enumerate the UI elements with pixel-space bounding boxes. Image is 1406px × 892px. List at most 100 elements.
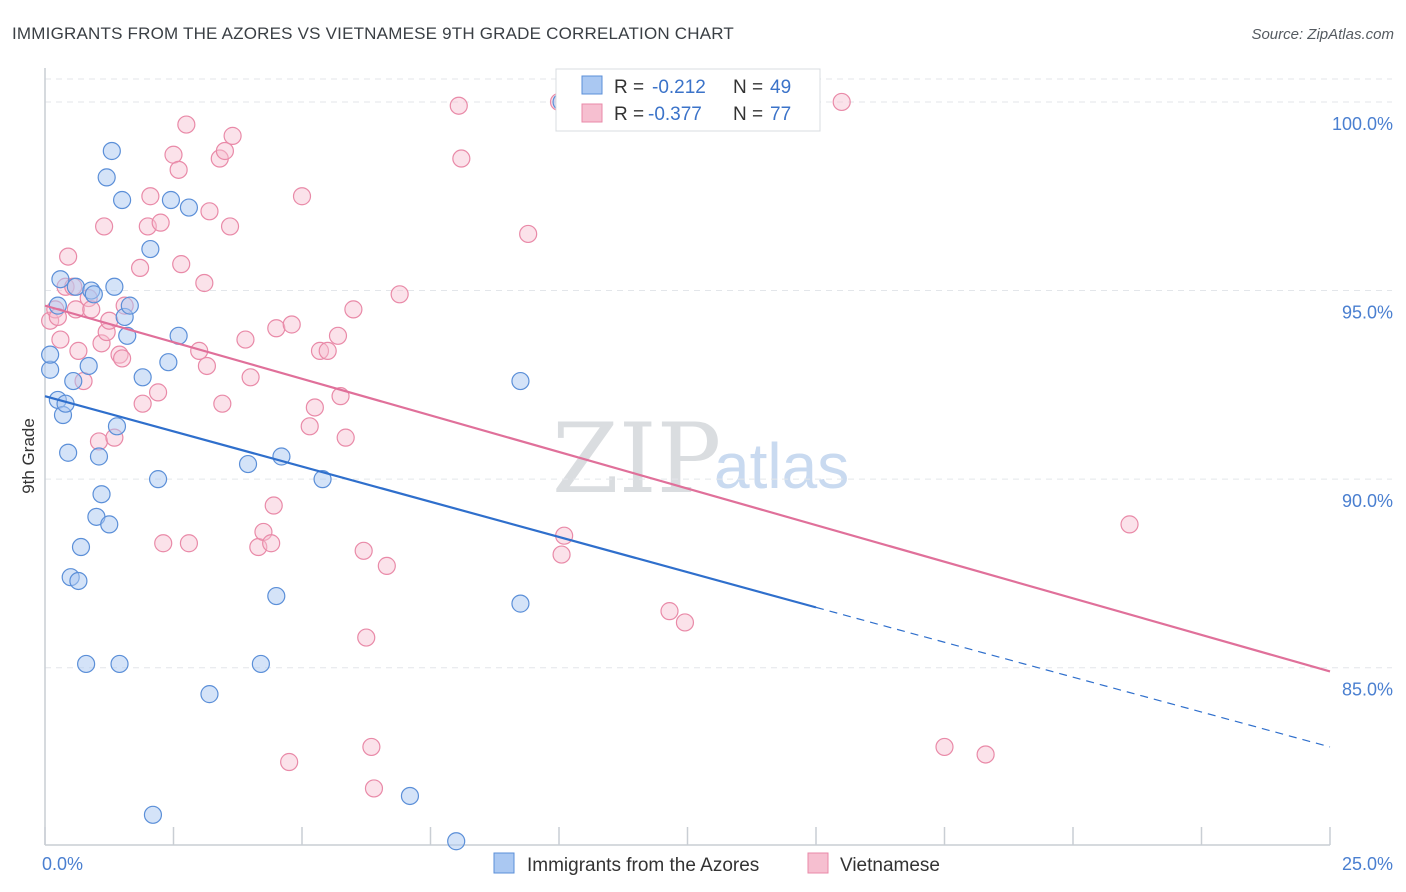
data-point-azores	[133, 368, 152, 387]
legend-swatch-azores	[581, 75, 603, 95]
y-tick-label: 95.0%	[1342, 303, 1393, 323]
data-point-vietnamese	[832, 92, 851, 112]
bottom-legend-label-azores: Immigrants from the Azores	[527, 855, 759, 876]
data-point-vietnamese	[519, 224, 538, 244]
data-point-azores	[77, 654, 96, 674]
y-axis-label: 9th Grade	[19, 418, 38, 494]
legend-swatch-vietnamese	[581, 103, 603, 123]
zipatlas-watermark: ZIP atlas	[552, 403, 849, 515]
data-point-vietnamese	[213, 394, 232, 413]
data-point-azores	[89, 447, 109, 466]
data-point-vietnamese	[390, 285, 409, 304]
source-label: Source: ZipAtlas.com	[1251, 26, 1394, 43]
data-point-azores	[102, 141, 121, 161]
data-point-vietnamese	[151, 213, 170, 232]
data-point-vietnamese	[195, 273, 214, 293]
legend-bottom: Immigrants from the Azores Vietnamese	[493, 852, 940, 876]
data-point-vietnamese	[112, 349, 132, 368]
data-point-vietnamese	[148, 383, 168, 402]
trendline-azores	[44, 395, 817, 609]
data-point-vietnamese	[59, 247, 78, 266]
y-tick-label: 100.0%	[1332, 114, 1393, 134]
data-point-azores	[41, 360, 60, 379]
data-point-azores	[64, 371, 83, 391]
data-point-azores	[71, 537, 91, 557]
data-point-vietnamese	[935, 737, 954, 757]
data-point-vietnamese	[292, 187, 312, 206]
data-point-vietnamese	[179, 534, 199, 553]
data-point-azores	[79, 356, 98, 376]
series-azores-points	[41, 92, 571, 851]
chart-title: IMMIGRANTS FROM THE AZORES VS VIETNAMESE…	[12, 24, 734, 43]
data-point-vietnamese	[675, 613, 695, 632]
data-point-vietnamese	[377, 556, 396, 575]
data-point-azores	[107, 417, 127, 436]
data-point-vietnamese	[552, 545, 571, 564]
data-point-vietnamese	[69, 341, 88, 360]
data-point-azores	[97, 168, 116, 187]
data-point-vietnamese	[362, 737, 381, 757]
data-point-vietnamese	[267, 319, 286, 338]
data-point-azores	[112, 190, 132, 210]
bottom-legend-label-vietnamese: Vietnamese	[840, 855, 940, 876]
data-point-azores	[159, 353, 178, 372]
data-point-vietnamese	[310, 341, 330, 360]
data-point-azores	[148, 470, 168, 489]
data-point-azores	[179, 198, 199, 217]
trendlines	[44, 304, 1331, 748]
data-point-vietnamese	[660, 602, 679, 621]
data-point-vietnamese	[169, 160, 188, 179]
bottom-legend-swatch-azores	[493, 852, 515, 874]
data-point-vietnamese	[1120, 515, 1139, 534]
data-point-azores	[238, 454, 258, 474]
data-point-vietnamese	[130, 258, 150, 278]
data-point-vietnamese	[318, 341, 337, 360]
y-tick-label: 85.0%	[1342, 680, 1393, 700]
data-point-vietnamese	[241, 368, 260, 387]
data-point-azores	[400, 786, 420, 806]
data-point-vietnamese	[262, 534, 281, 553]
legend-n-label-azores: N =	[733, 77, 763, 98]
legend-r-label-vietnamese: R =	[614, 104, 644, 125]
data-point-vietnamese	[95, 217, 114, 236]
data-point-azores	[313, 470, 332, 489]
data-point-vietnamese	[282, 315, 301, 334]
y-tick-labels: 85.0% 90.0% 95.0% 100.0%	[1332, 114, 1393, 700]
data-point-vietnamese	[89, 432, 109, 451]
data-point-vietnamese	[164, 145, 183, 164]
legend-n-value-azores: 49	[770, 77, 791, 98]
data-point-vietnamese	[336, 428, 355, 447]
x-tick-label: 0.0%	[42, 854, 83, 874]
series-vietnamese-points	[41, 92, 1139, 798]
legend-n-value-vietnamese: 77	[770, 104, 791, 125]
x-tick-label: 25.0%	[1342, 854, 1393, 874]
data-point-vietnamese	[133, 394, 152, 413]
data-point-azores	[41, 345, 60, 364]
data-point-azores	[118, 326, 137, 345]
data-point-azores	[110, 654, 129, 674]
data-point-vietnamese	[82, 300, 101, 319]
data-point-vietnamese	[280, 752, 299, 772]
data-point-azores	[447, 832, 466, 851]
data-point-vietnamese	[177, 115, 196, 134]
watermark-atlas-text: atlas	[714, 430, 849, 502]
data-point-vietnamese	[354, 541, 373, 560]
data-point-azores	[143, 805, 163, 824]
data-point-vietnamese	[236, 330, 255, 349]
legend-r-value-azores: -0.212	[652, 77, 706, 98]
data-point-vietnamese	[220, 217, 240, 236]
data-point-azores	[120, 296, 139, 315]
data-point-vietnamese	[328, 326, 348, 345]
data-point-vietnamese	[300, 417, 319, 436]
data-point-vietnamese	[449, 96, 468, 115]
data-point-vietnamese	[452, 149, 471, 168]
data-point-azores	[92, 485, 111, 504]
data-point-vietnamese	[976, 745, 995, 764]
legend-r-label-azores: R =	[614, 77, 644, 98]
data-point-azores	[105, 277, 124, 296]
data-point-vietnamese	[51, 330, 70, 349]
legend-r-value-vietnamese: -0.377	[648, 104, 702, 125]
data-point-azores	[511, 371, 530, 391]
trendline-vietnamese	[44, 304, 1331, 673]
